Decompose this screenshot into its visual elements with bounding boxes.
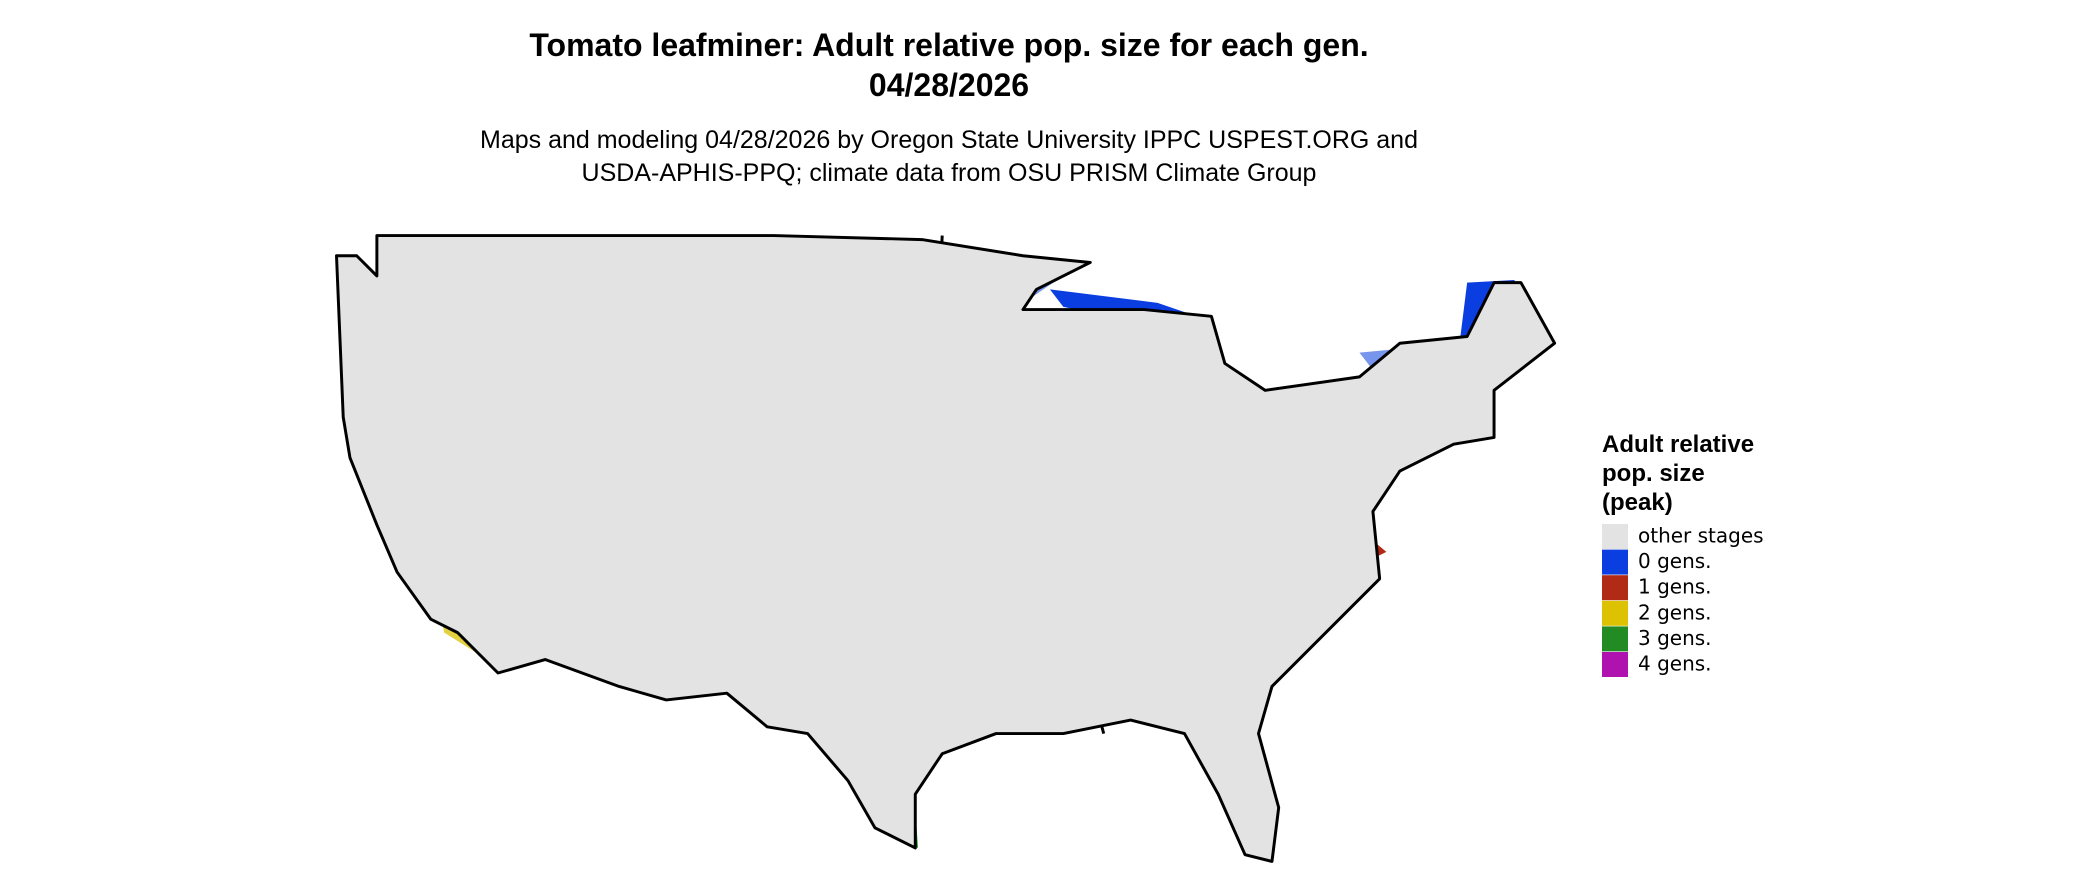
legend-label: 3 gens. <box>1638 626 1712 650</box>
legend-title: (peak) <box>1602 489 1673 516</box>
legend-swatch <box>1602 575 1628 601</box>
map <box>335 234 1557 863</box>
legend-label: 0 gens. <box>1638 549 1712 573</box>
legend-title: Adult relative <box>1602 431 1754 458</box>
legend-swatch <box>1602 524 1628 549</box>
legend-swatch <box>1602 549 1628 575</box>
legend-swatch <box>1602 600 1628 626</box>
legend-swatch <box>1602 652 1628 677</box>
title: Tomato leafminer: Adult relative pop. si… <box>529 27 1368 63</box>
state-borders <box>335 234 1557 863</box>
subtitle: USDA-APHIS-PPQ; climate data from OSU PR… <box>582 159 1317 187</box>
subtitle: Maps and modeling 04/28/2026 by Oregon S… <box>480 126 1418 154</box>
legend-label: other stages <box>1638 524 1764 548</box>
legend-swatch <box>1602 626 1628 652</box>
legend-title: pop. size <box>1602 460 1705 487</box>
legend-label: 4 gens. <box>1638 652 1712 676</box>
legend-label: 2 gens. <box>1638 600 1712 624</box>
legend-label: 1 gens. <box>1638 575 1712 599</box>
title-date: 04/28/2026 <box>869 67 1029 103</box>
legend: Adult relative pop. size (peak) other st… <box>1602 431 1764 677</box>
